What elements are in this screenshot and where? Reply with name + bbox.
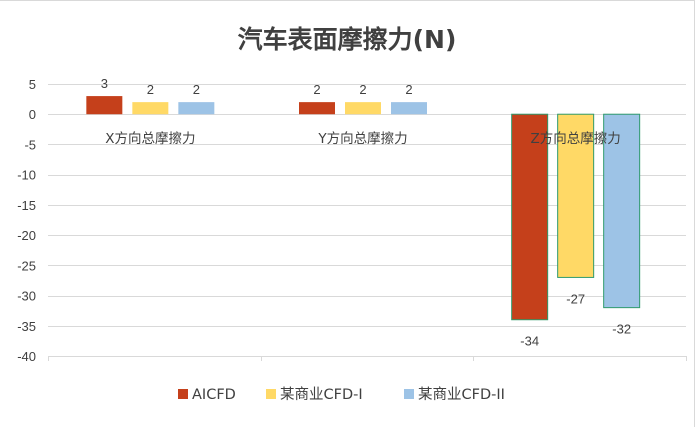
bar [603, 113, 641, 309]
y-tick-label: -35 [17, 319, 36, 334]
bar [345, 102, 381, 115]
category-label: Z方向总摩擦力 [531, 130, 621, 147]
data-label: 2 [313, 82, 320, 97]
data-label: -32 [612, 322, 631, 337]
legend-label: AICFD [192, 387, 236, 403]
bar [132, 102, 169, 115]
gridlines [48, 84, 687, 361]
legend-label: 某商业CFD-I [280, 386, 363, 403]
data-label: 2 [193, 82, 200, 97]
y-tick-label: -25 [17, 258, 36, 273]
y-tick-label: -20 [17, 228, 36, 243]
bar [511, 113, 549, 321]
y-tick-label: -15 [17, 198, 36, 213]
y-tick-label: -30 [17, 289, 36, 304]
chart-title: 汽车表面摩擦力(N) [238, 25, 457, 54]
legend-swatch [178, 389, 188, 399]
category-labels: X方向总摩擦力 Y方向总摩擦力 Z方向总摩擦力 [105, 130, 621, 147]
bar [557, 113, 595, 278]
bar [391, 102, 427, 115]
bars [86, 96, 641, 321]
y-tick-label: 0 [29, 107, 36, 122]
category-label: X方向总摩擦力 [105, 130, 195, 147]
y-tick-label: -40 [17, 349, 36, 364]
data-label: 3 [101, 76, 108, 91]
bar [178, 102, 215, 115]
bar [299, 102, 335, 115]
data-label: 2 [359, 82, 366, 97]
category-label: Y方向总摩擦力 [317, 130, 407, 147]
y-tick-label: -10 [17, 168, 36, 183]
y-axis-ticks: 5 0 -5 -10 -15 -20 -25 -30 -35 -40 [17, 77, 36, 364]
data-label: -34 [520, 334, 539, 349]
y-tick-label: -5 [24, 137, 36, 152]
legend-swatch [266, 389, 276, 399]
y-tick-label: 5 [29, 77, 36, 92]
legend: AICFD 某商业CFD-I 某商业CFD-II [178, 386, 505, 403]
bar [86, 96, 123, 115]
data-label: -27 [566, 291, 585, 306]
legend-swatch [404, 389, 414, 399]
legend-label: 某商业CFD-II [418, 386, 505, 403]
data-labels: 3 2 2 2 2 2 -34 -27 -32 [101, 76, 631, 349]
data-label: 2 [405, 82, 412, 97]
data-label: 2 [147, 82, 154, 97]
